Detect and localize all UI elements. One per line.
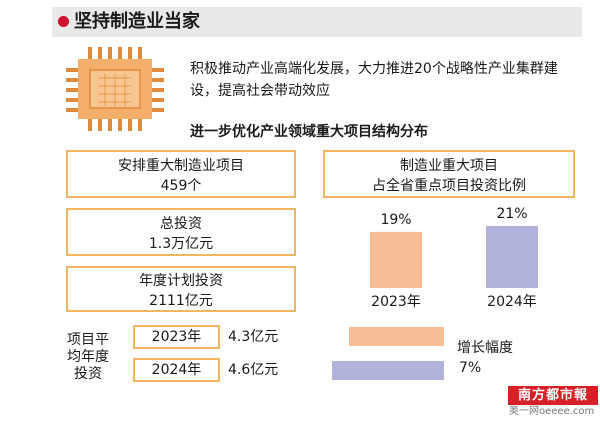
average-investment-label: 项目平均年度投资	[67, 332, 109, 382]
share-bar-chart: 19% 2023年 21% 2024年	[370, 206, 538, 310]
stat-label: 总投资	[160, 216, 202, 232]
legend-bar-2023	[349, 327, 444, 346]
stat-value: 459个	[160, 178, 202, 194]
legend-growth-label: 增长幅度	[457, 340, 513, 356]
stat-label: 年度计划投资	[139, 273, 223, 289]
stat-box-annual-plan: 年度计划投资 2111亿元	[66, 266, 296, 312]
bar-value-label-0: 19%	[380, 212, 411, 228]
share-box-line2: 占全省重点项目投资比例	[372, 178, 526, 194]
bar-1	[486, 226, 538, 288]
share-box: 制造业重大项目 占全省重点项目投资比例	[323, 150, 575, 198]
stat-box-total-investment: 总投资 1.3万亿元	[66, 208, 296, 256]
header-bullet-dot	[58, 16, 69, 27]
share-box-line1: 制造业重大项目	[400, 158, 498, 174]
bar-category-label-0: 2023年	[371, 294, 421, 310]
chip-icon	[60, 44, 170, 134]
year-value-2024: 4.6亿元	[228, 362, 279, 378]
year-box-2023: 2023年	[133, 325, 220, 349]
legend-growth-value: 7%	[459, 360, 482, 376]
stat-value: 2111亿元	[149, 293, 213, 309]
header-bar	[52, 7, 582, 37]
bar-0	[370, 231, 422, 288]
watermark-site: 奥一网oeeee.com	[509, 406, 595, 417]
bar-value-label-1: 21%	[496, 206, 527, 222]
page-title: 坚持制造业当家	[74, 11, 200, 32]
stat-box-projects: 安排重大制造业项目 459个	[66, 150, 296, 198]
bar-category-label-1: 2024年	[487, 294, 537, 310]
stat-label: 安排重大制造业项目	[118, 158, 244, 174]
year-box-2024: 2024年	[133, 358, 220, 382]
legend-bar-2024	[332, 361, 444, 380]
watermark-brand: 南方都市報	[508, 386, 598, 405]
stat-value: 1.3万亿元	[148, 236, 214, 252]
section-title: 进一步优化产业领域重大项目结构分布	[190, 124, 428, 140]
intro-text: 积极推动产业高端化发展，大力推进20个战略性产业集群建设，提高社会带动效应	[190, 61, 558, 99]
year-value-2023: 4.3亿元	[228, 329, 279, 345]
